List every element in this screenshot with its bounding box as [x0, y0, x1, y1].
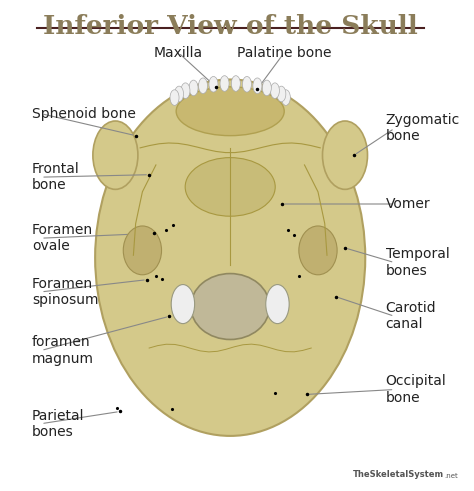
Ellipse shape: [191, 273, 270, 339]
Ellipse shape: [174, 86, 183, 102]
Ellipse shape: [93, 121, 138, 190]
Ellipse shape: [199, 78, 208, 94]
Text: Inferior View of the Skull: Inferior View of the Skull: [43, 14, 418, 39]
Text: Foramen
spinosum: Foramen spinosum: [32, 277, 99, 307]
Text: Foramen
ovale: Foramen ovale: [32, 223, 93, 253]
Text: Occipital
bone: Occipital bone: [385, 375, 446, 405]
Ellipse shape: [95, 80, 365, 436]
Text: Parietal
bones: Parietal bones: [32, 409, 84, 439]
Ellipse shape: [242, 77, 251, 92]
Ellipse shape: [181, 83, 190, 99]
Text: Vomer: Vomer: [385, 197, 430, 211]
Ellipse shape: [189, 80, 198, 96]
Text: TheSkeletalSystem: TheSkeletalSystem: [353, 470, 444, 479]
Text: Frontal
bone: Frontal bone: [32, 162, 80, 192]
Text: Maxilla: Maxilla: [154, 46, 203, 59]
Ellipse shape: [253, 78, 262, 94]
Ellipse shape: [185, 158, 275, 216]
Ellipse shape: [231, 76, 240, 91]
Text: Palatine bone: Palatine bone: [237, 46, 331, 59]
Ellipse shape: [299, 226, 337, 275]
Ellipse shape: [220, 76, 229, 91]
Ellipse shape: [171, 285, 195, 324]
Text: Sphenoid bone: Sphenoid bone: [32, 107, 136, 121]
Ellipse shape: [322, 121, 367, 190]
Text: .net: .net: [445, 473, 458, 479]
Text: Carotid
canal: Carotid canal: [385, 301, 436, 331]
Ellipse shape: [277, 86, 286, 102]
Ellipse shape: [209, 77, 218, 92]
Ellipse shape: [271, 83, 280, 99]
Ellipse shape: [176, 87, 284, 136]
Text: Temporal
bones: Temporal bones: [385, 247, 449, 278]
Text: foramen
magnum: foramen magnum: [32, 335, 94, 366]
Ellipse shape: [123, 226, 162, 275]
Ellipse shape: [170, 90, 179, 106]
Text: Zygomatic
bone: Zygomatic bone: [385, 113, 460, 143]
Ellipse shape: [282, 90, 291, 106]
Ellipse shape: [262, 80, 271, 96]
Ellipse shape: [266, 285, 289, 324]
